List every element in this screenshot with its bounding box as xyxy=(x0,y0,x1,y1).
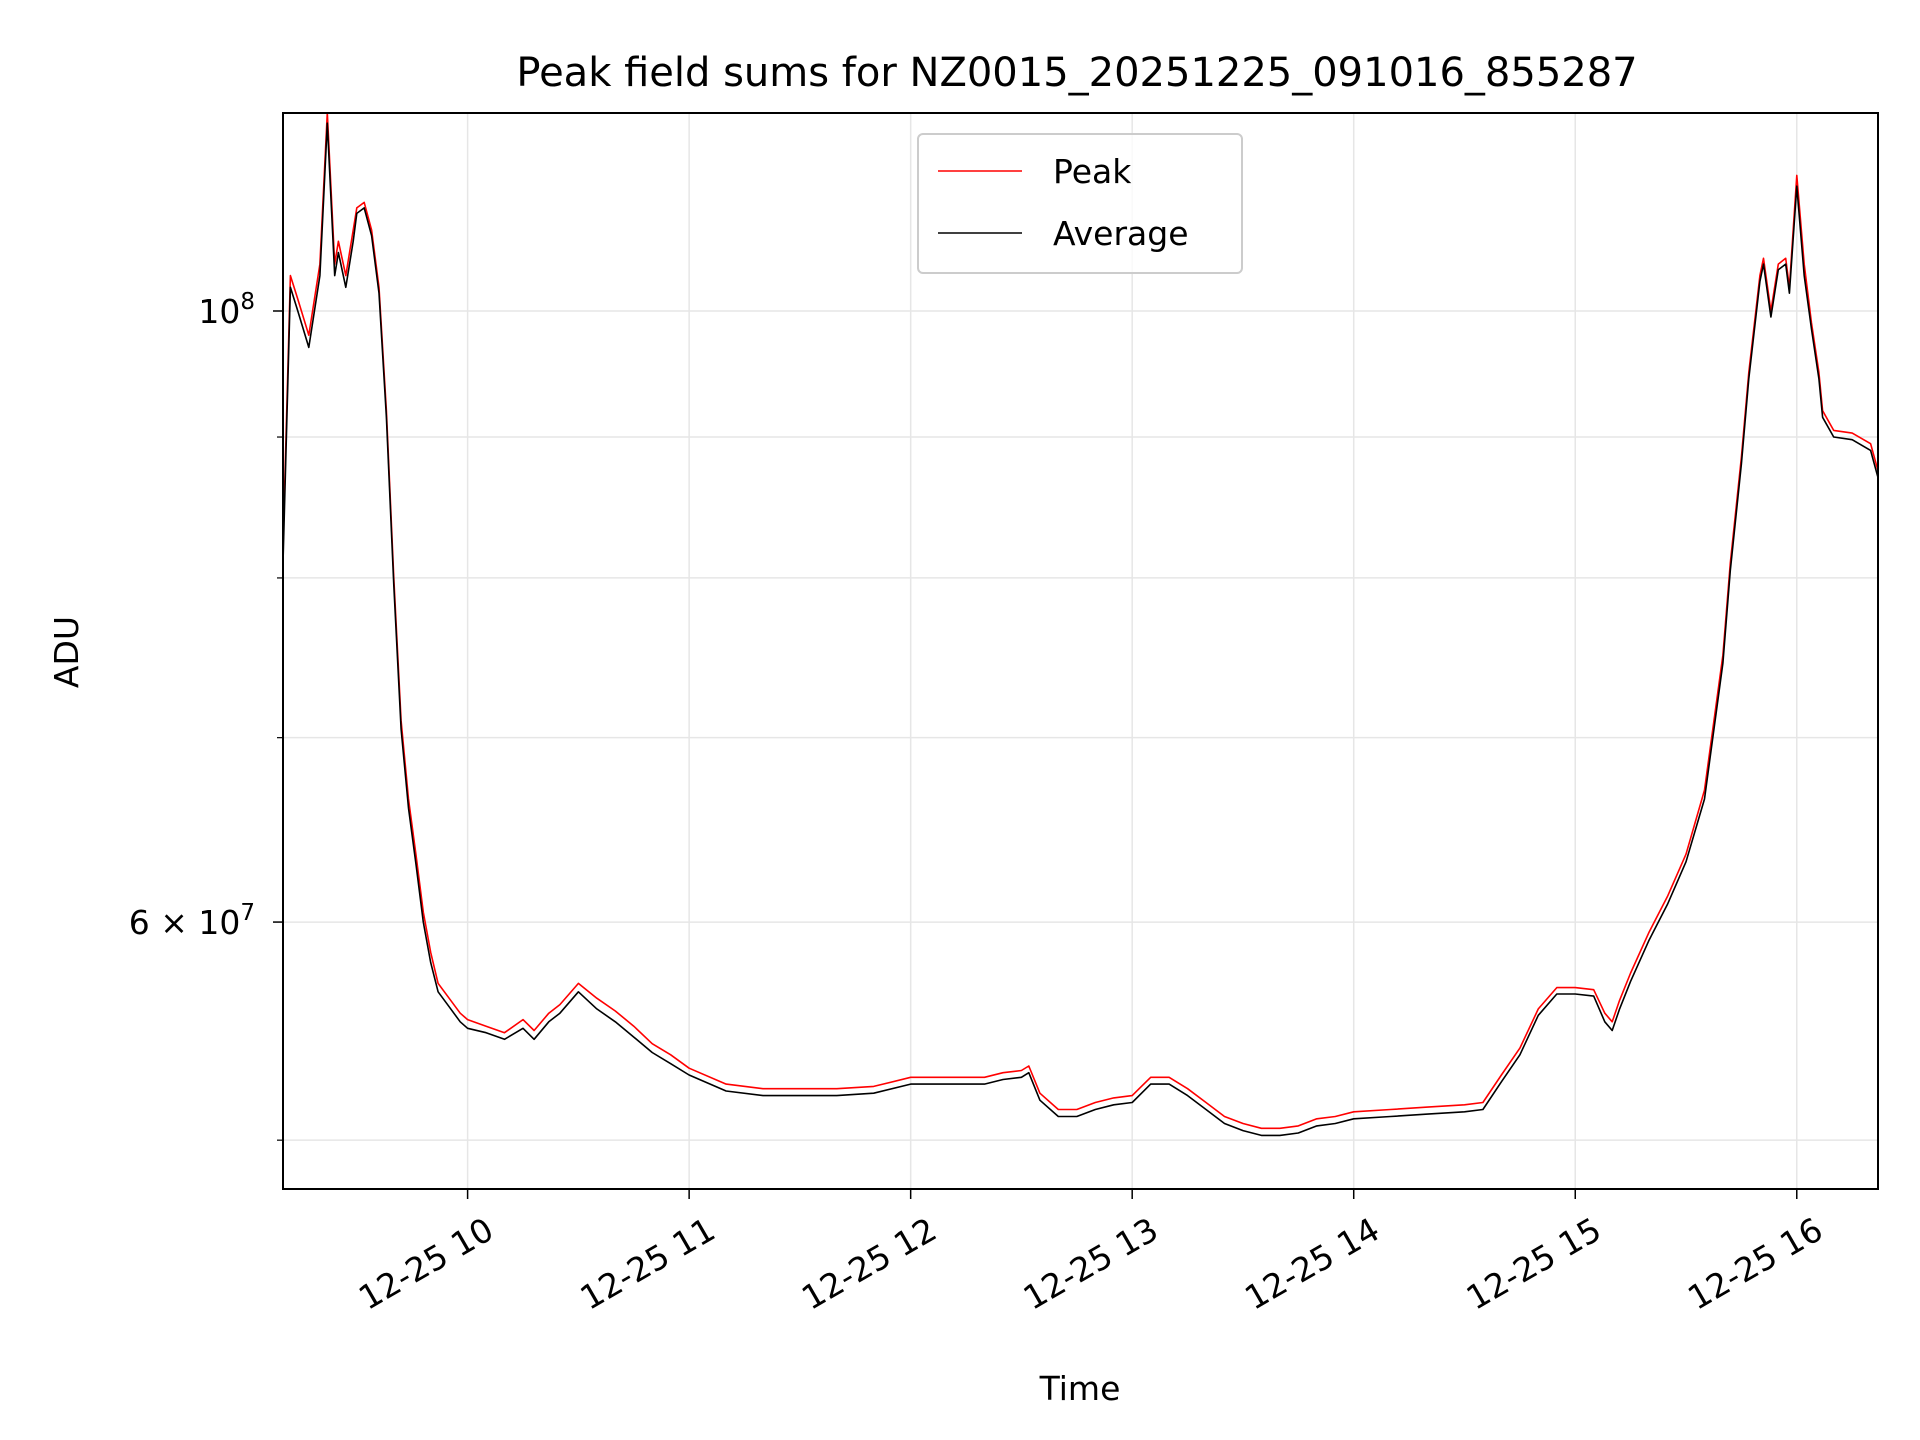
chart-title: Peak field sums for NZ0015_20251225_0910… xyxy=(516,50,1637,96)
y-tick-label: 6 × 107 xyxy=(129,900,255,942)
legend-label-peak: Peak xyxy=(1053,152,1132,191)
y-axis-label: ADU xyxy=(47,616,86,688)
y-tick-label: 108 xyxy=(198,289,255,331)
y-axis-ticks: 6 × 107 108 xyxy=(129,289,283,1141)
legend-label-average: Average xyxy=(1053,214,1189,253)
legend: Peak Average xyxy=(917,133,1243,274)
series-layer xyxy=(283,113,1878,1137)
legend-box xyxy=(917,133,1243,274)
plot-frame xyxy=(282,112,1879,1190)
series-line-average xyxy=(283,122,1878,1137)
grid xyxy=(283,113,1878,1189)
x-axis-label: Time xyxy=(1039,1369,1121,1408)
